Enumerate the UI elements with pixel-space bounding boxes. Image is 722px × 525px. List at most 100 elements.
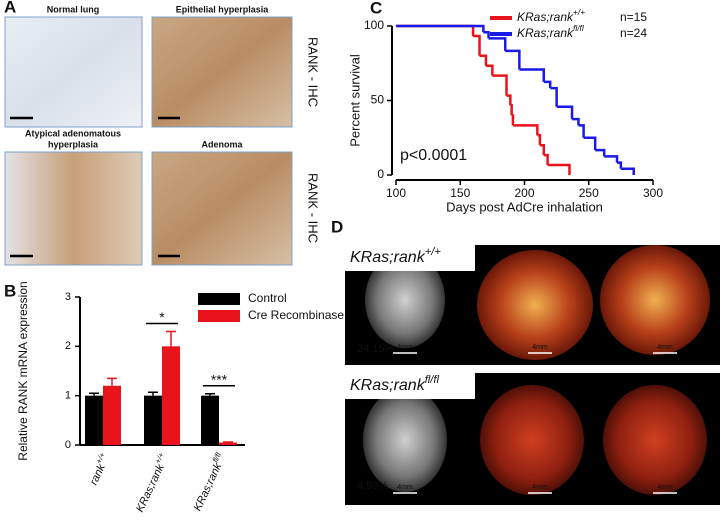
error-bar [205,392,215,396]
survival-step [506,94,512,106]
survival-step [483,31,490,39]
survival-step [511,114,515,126]
legend-label: KRas;rank+/+ [517,7,585,24]
scale-label: 4mm [657,344,673,351]
bar [85,395,103,445]
panel-d: D [331,217,720,505]
survival-step [572,117,580,126]
legend-swatch [198,310,240,322]
survival-step [543,80,552,89]
text-sup: fl/fl [573,23,585,33]
legend-label: Control [248,291,287,305]
label-box [345,245,475,271]
y-tick-label: 1 [65,390,71,402]
image-title: Epithelial hyperplasia [176,4,270,14]
panel-label: D [331,217,343,236]
p-value: p<0.0001 [400,147,467,164]
survival-step [604,155,619,163]
tumor-burden: 4.93% [357,480,388,492]
error-bar [89,392,99,396]
micrograph [151,151,293,266]
x-axis-label: Days post AdCre inhalation [446,199,603,214]
panel-label: B [4,281,16,300]
label-box [345,373,475,399]
error-bar [107,377,117,386]
bar [162,346,180,445]
error-bar [148,391,158,396]
y-tick-label: 50 [371,93,385,107]
survival-step [488,37,507,51]
survival-step [512,124,539,136]
image-title: Atypical adenomatous [25,128,121,138]
x-tick-label: 250 [579,186,599,200]
scale-label: 4mm [397,484,413,491]
bar [219,442,237,445]
survival-step [583,136,597,151]
legend-swatch [198,293,240,305]
significance-label: * [159,309,165,325]
scale-label: 4mm [532,344,548,351]
bar [201,395,219,445]
y-tick-label: 0 [65,439,71,451]
text-sup: fl/fl [210,451,222,464]
survival-step [473,34,481,56]
legend-n: n=15 [620,10,647,24]
text-base: KRas;rank [517,10,574,24]
text-sup: +/+ [94,451,107,465]
legend-label: Cre Recombinase [248,308,344,322]
x-tick-label: KRas;rank+/+ [131,451,172,515]
survival-step [556,105,574,120]
x-tick-label: 200 [514,186,534,200]
survival-step [505,49,521,70]
survival-step [543,153,549,166]
image-title: Adenoma [201,139,243,149]
significance-label: *** [211,371,228,387]
text-base: KRas;rank [350,249,426,266]
text-sup: fl/fl [425,374,440,386]
stain-label: RANK - IHC [306,173,321,243]
ct-image [365,252,445,348]
text-sup: +/+ [573,7,585,17]
error-bar [166,330,176,347]
y-tick-label: 100 [364,18,384,32]
survival-step [519,68,546,82]
survival-step [578,124,585,138]
survival-step [617,161,623,169]
panel-label: A [4,0,16,16]
x-tick-label: 100 [386,186,406,200]
survival-step [479,54,488,66]
text-base: KRas;rank [517,26,574,40]
render-image [477,250,593,360]
x-tick-label: 300 [643,186,663,200]
survival-step [539,143,546,156]
genotype-label: KRas;rank+/+ [350,246,441,266]
render-image [603,385,707,495]
y-tick-label: 2 [65,340,71,352]
survival-step [510,104,513,116]
survival-step [620,167,635,175]
survival-step [537,133,542,146]
scale-label: 4mm [397,344,413,351]
panel-a: A RANK - IHC RANK - IHC [4,0,321,266]
text-sup: +/+ [425,246,442,258]
survival-step [396,24,485,33]
image-title: hyperplasia [48,139,99,149]
micrograph [4,151,143,266]
text-base: KRas;rank [192,461,225,513]
survival-step [485,64,494,76]
image-title: Normal lung [47,4,100,14]
micrograph [4,16,143,128]
survival-step [547,163,571,175]
tumor-burden: 24.15% [357,343,395,355]
legend-label: KRas;rankfl/fl [517,23,585,40]
render-image [480,385,584,495]
y-axis-label: Percent survival [347,54,362,147]
x-tick-label: 150 [450,186,470,200]
render-image [600,245,710,355]
legend-n: n=24 [620,26,647,40]
genotype-label: KRas;rankfl/fl [350,374,440,394]
y-tick-label: 3 [65,291,71,303]
y-tick-label: 0 [377,167,384,181]
micrograph [151,16,293,128]
bar [144,395,162,445]
